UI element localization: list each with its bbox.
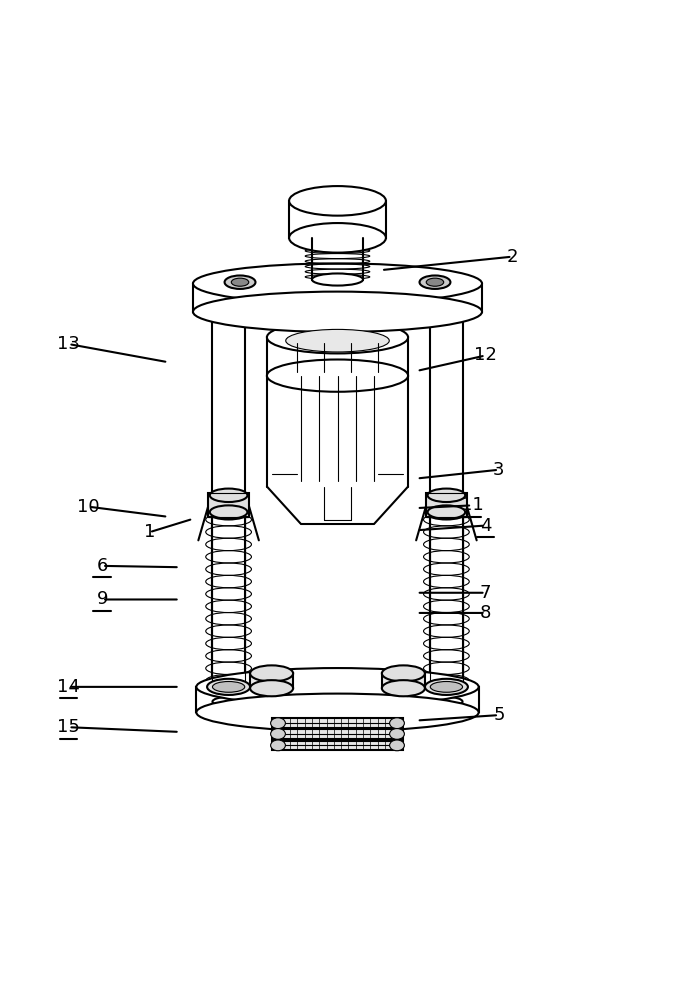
Text: 9: 9 (97, 590, 108, 608)
Bar (430, 513, 462, 687)
Bar (209, 493, 249, 517)
Ellipse shape (312, 273, 363, 286)
Bar (272, 741, 403, 750)
Text: 14: 14 (57, 678, 80, 696)
Text: 10: 10 (78, 498, 100, 516)
Bar (382, 673, 425, 688)
Ellipse shape (430, 682, 462, 692)
Text: 8: 8 (480, 604, 491, 622)
Bar (426, 493, 466, 517)
Ellipse shape (213, 682, 245, 692)
Ellipse shape (250, 665, 293, 682)
Ellipse shape (382, 665, 425, 682)
Ellipse shape (289, 186, 386, 216)
Bar (272, 718, 403, 728)
Bar (193, 284, 482, 312)
Ellipse shape (207, 679, 250, 695)
Text: 12: 12 (474, 346, 497, 364)
Text: 6: 6 (97, 557, 108, 575)
Bar (196, 687, 479, 712)
Ellipse shape (289, 223, 386, 253)
Ellipse shape (419, 275, 450, 289)
Ellipse shape (425, 679, 468, 695)
Text: 7: 7 (480, 584, 491, 602)
Ellipse shape (427, 489, 465, 502)
Ellipse shape (213, 307, 245, 316)
Ellipse shape (196, 694, 479, 731)
Ellipse shape (267, 360, 408, 392)
Bar (427, 495, 465, 517)
Ellipse shape (286, 329, 389, 352)
Ellipse shape (389, 740, 404, 751)
Ellipse shape (271, 740, 286, 751)
Ellipse shape (225, 275, 256, 289)
Ellipse shape (210, 489, 248, 502)
Ellipse shape (196, 668, 479, 706)
Bar (430, 312, 462, 702)
Ellipse shape (267, 321, 408, 353)
Ellipse shape (210, 507, 248, 519)
Ellipse shape (250, 680, 293, 696)
Ellipse shape (389, 729, 404, 739)
Bar (267, 337, 408, 376)
Text: 1: 1 (144, 523, 155, 541)
Ellipse shape (271, 729, 286, 739)
Ellipse shape (427, 505, 465, 519)
Ellipse shape (389, 718, 404, 729)
Ellipse shape (213, 697, 245, 706)
Bar (272, 729, 403, 739)
Bar (213, 312, 245, 702)
Ellipse shape (271, 718, 286, 729)
Text: 2: 2 (506, 248, 518, 266)
Bar (289, 201, 386, 238)
Ellipse shape (426, 278, 443, 286)
Bar (210, 495, 248, 517)
Ellipse shape (193, 292, 482, 332)
Ellipse shape (427, 507, 465, 519)
Ellipse shape (193, 263, 482, 304)
Ellipse shape (430, 697, 462, 706)
Bar (213, 513, 245, 687)
Text: 3: 3 (493, 461, 505, 479)
Ellipse shape (232, 278, 249, 286)
Bar (250, 673, 293, 688)
Ellipse shape (430, 307, 462, 316)
Text: 5: 5 (493, 706, 505, 724)
Ellipse shape (210, 505, 248, 519)
Bar (312, 238, 363, 280)
Text: 13: 13 (57, 335, 80, 353)
Text: 11: 11 (460, 496, 483, 514)
Text: 15: 15 (57, 718, 80, 736)
Ellipse shape (382, 680, 425, 696)
Text: 4: 4 (480, 517, 491, 535)
